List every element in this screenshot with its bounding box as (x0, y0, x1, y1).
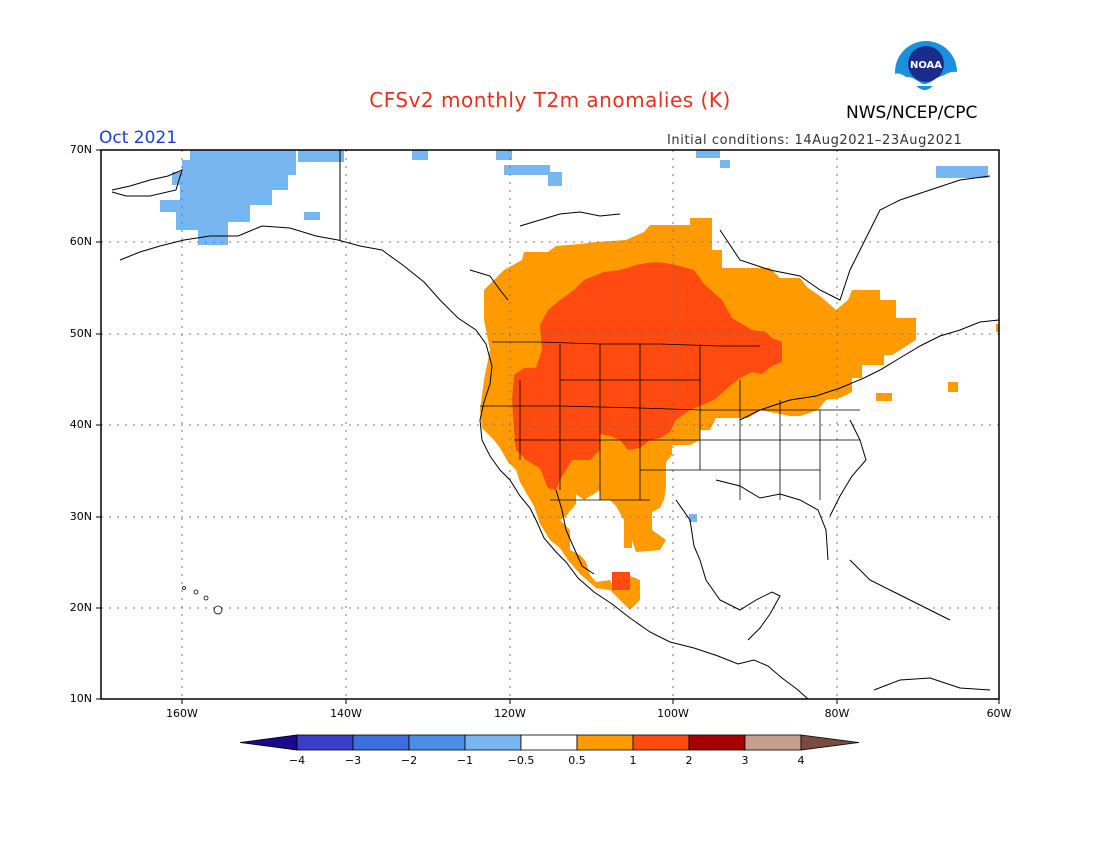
colorbar-label-3: 3 (741, 754, 749, 767)
colorbar-label-neg2: −2 (400, 754, 418, 767)
noaa-logo-text: NOAA (910, 60, 942, 71)
agency-label: NWS/NCEP/CPC (846, 103, 978, 123)
colorbar-segment (632, 734, 690, 751)
colorbar-label-neg0-5: −0.5 (507, 754, 535, 767)
colorbar-arrow-right (800, 734, 860, 751)
colorbar-label-1: 1 (629, 754, 637, 767)
period-label: Oct 2021 (99, 128, 178, 148)
colorbar-label-neg3: −3 (344, 754, 362, 767)
lon-label-60w: 60W (986, 707, 1012, 720)
colorbar-segment (744, 734, 802, 751)
lon-label-160w: 160W (166, 707, 198, 720)
coastlines (111, 150, 999, 699)
cold-anomaly-region (160, 150, 988, 522)
colorbar (239, 734, 860, 751)
state-borders (480, 341, 860, 501)
lon-label-120w: 120W (494, 707, 526, 720)
colorbar-label-0-5: 0.5 (568, 754, 586, 767)
colorbar-label-2: 2 (685, 754, 693, 767)
hawaii-islands (182, 586, 223, 615)
lon-label-100w: 100W (657, 707, 689, 720)
colorbar-segment (520, 734, 578, 751)
colorbar-label-neg1: −1 (456, 754, 474, 767)
lat-label-70n: 70N (69, 143, 92, 156)
axis-ticks (96, 149, 1000, 704)
colorbar-arrow-left (239, 734, 298, 751)
lat-label-30n: 30N (69, 510, 92, 523)
colorbar-segment (408, 734, 466, 751)
lat-label-40n: 40N (69, 418, 92, 431)
lat-label-50n: 50N (69, 327, 92, 340)
map-title: CFSv2 monthly T2m anomalies (K) (369, 88, 731, 112)
graticule (101, 150, 999, 699)
colorbar-label-4: 4 (797, 754, 805, 767)
colorbar-label-neg4: −4 (288, 754, 306, 767)
colorbar-segment (464, 734, 522, 751)
lat-label-10n: 10N (69, 692, 92, 705)
colorbar-segment (296, 734, 354, 751)
colorbar-segment (352, 734, 410, 751)
hot-anomaly-region (512, 262, 782, 590)
lon-label-140w: 140W (330, 707, 362, 720)
colorbar-segment (688, 734, 746, 751)
lat-label-20n: 20N (69, 601, 92, 614)
lat-label-60n: 60N (69, 235, 92, 248)
lon-label-80w: 80W (824, 707, 850, 720)
initial-conditions-label: Initial conditions: 14Aug2021–23Aug2021 (667, 133, 963, 148)
noaa-logo: NOAA (895, 41, 958, 104)
colorbar-segment (576, 734, 634, 751)
